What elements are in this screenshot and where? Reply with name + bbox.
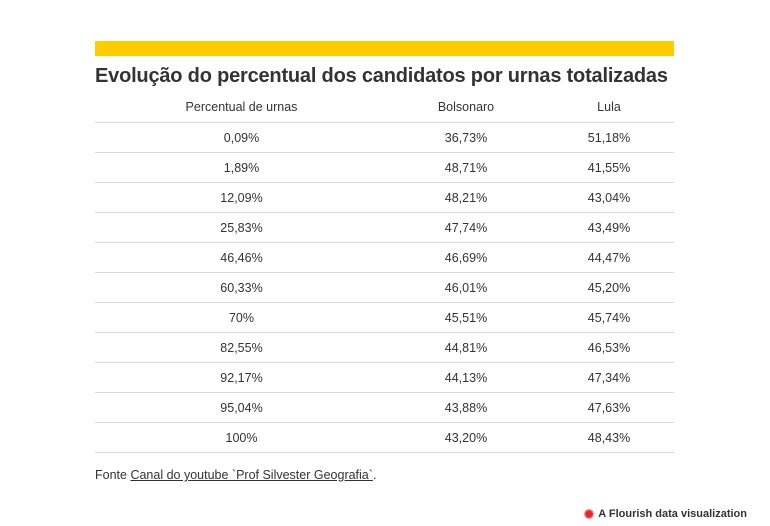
cell-lula: 45,74%	[544, 302, 674, 333]
flourish-credit-label: A Flourish data visualization	[598, 508, 747, 520]
flourish-credit[interactable]: A Flourish data visualization	[584, 508, 747, 520]
cell-lula: 44,47%	[544, 242, 674, 273]
table-row: 92,17% 44,13% 47,34%	[95, 362, 674, 393]
cell-lula: 46,53%	[544, 332, 674, 363]
source-link[interactable]: Canal do youtube `Prof Silvester Geograf…	[130, 468, 373, 482]
cell-bolsonaro: 44,81%	[388, 332, 544, 363]
data-table: Percentual de urnas Bolsonaro Lula 0,09%…	[95, 92, 674, 453]
table-row: 95,04% 43,88% 47,63%	[95, 392, 674, 423]
cell-bolsonaro: 45,51%	[388, 302, 544, 333]
cell-percentual-urnas: 46,46%	[95, 242, 388, 273]
cell-percentual-urnas: 70%	[95, 302, 388, 333]
table-row: 70% 45,51% 45,74%	[95, 302, 674, 333]
cell-bolsonaro: 44,13%	[388, 362, 544, 393]
table-header-row: Percentual de urnas Bolsonaro Lula	[95, 92, 674, 123]
table-visualization: Evolução do percentual dos candidatos po…	[95, 41, 674, 453]
table-row: 82,55% 44,81% 46,53%	[95, 332, 674, 363]
table-row: 60,33% 46,01% 45,20%	[95, 272, 674, 303]
table-row: 46,46% 46,69% 44,47%	[95, 242, 674, 273]
source-suffix: .	[372, 468, 377, 482]
accent-bar	[95, 41, 674, 56]
cell-lula: 43,49%	[544, 212, 674, 243]
cell-lula: 47,34%	[544, 362, 674, 393]
table-body: 0,09% 36,73% 51,18% 1,89% 48,71% 41,55% 12,09%…	[95, 122, 674, 453]
cell-lula: 47,63%	[544, 392, 674, 423]
table-row: 100% 43,20% 48,43%	[95, 422, 674, 453]
cell-lula: 45,20%	[544, 272, 674, 303]
cell-percentual-urnas: 100%	[95, 422, 388, 453]
cell-lula: 51,18%	[544, 122, 674, 153]
table-row: 25,83% 47,74% 43,49%	[95, 212, 674, 243]
cell-bolsonaro: 47,74%	[388, 212, 544, 243]
cell-bolsonaro: 46,01%	[388, 272, 544, 303]
source-note: Fonte Canal do youtube `Prof Silvester G…	[95, 468, 376, 482]
column-header-percentual: Percentual de urnas	[95, 92, 388, 123]
cell-bolsonaro: 46,69%	[388, 242, 544, 273]
column-header-bolsonaro: Bolsonaro	[388, 92, 544, 123]
cell-percentual-urnas: 12,09%	[95, 182, 388, 213]
cell-percentual-urnas: 25,83%	[95, 212, 388, 243]
cell-percentual-urnas: 1,89%	[95, 152, 388, 183]
cell-bolsonaro: 43,20%	[388, 422, 544, 453]
cell-percentual-urnas: 0,09%	[95, 122, 388, 153]
cell-percentual-urnas: 82,55%	[95, 332, 388, 363]
flourish-logo-icon	[584, 509, 595, 519]
cell-lula: 48,43%	[544, 422, 674, 453]
cell-lula: 41,55%	[544, 152, 674, 183]
source-prefix: Fonte	[95, 468, 131, 482]
table-row: 0,09% 36,73% 51,18%	[95, 122, 674, 153]
cell-percentual-urnas: 95,04%	[95, 392, 388, 423]
chart-title: Evolução do percentual dos candidatos po…	[95, 65, 668, 87]
cell-bolsonaro: 48,71%	[388, 152, 544, 183]
cell-percentual-urnas: 92,17%	[95, 362, 388, 393]
cell-lula: 43,04%	[544, 182, 674, 213]
table-row: 12,09% 48,21% 43,04%	[95, 182, 674, 213]
cell-bolsonaro: 43,88%	[388, 392, 544, 423]
cell-bolsonaro: 48,21%	[388, 182, 544, 213]
cell-bolsonaro: 36,73%	[388, 122, 544, 153]
table-row: 1,89% 48,71% 41,55%	[95, 152, 674, 183]
cell-percentual-urnas: 60,33%	[95, 272, 388, 303]
column-header-lula: Lula	[544, 92, 674, 123]
